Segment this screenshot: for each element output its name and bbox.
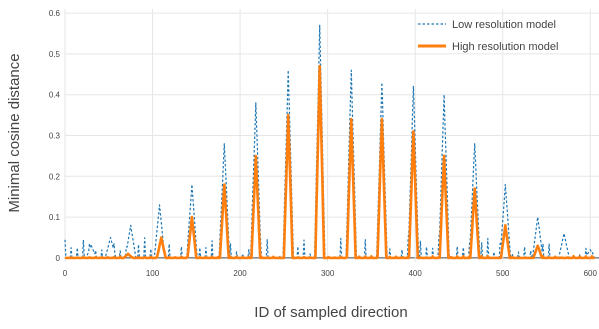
y-tick-label: 0.4 [49, 91, 61, 100]
x-axis-title: ID of sampled direction [254, 304, 407, 321]
series-line-high-resolution [64, 64, 595, 260]
y-axis-title: Minimal cosine distance [6, 53, 23, 212]
legend-label-low-resolution: Low resolution model [452, 19, 556, 31]
legend: Low resolution model High resolution mod… [418, 19, 558, 53]
x-tick-label: 0 [63, 269, 68, 278]
y-tick-label: 0.5 [49, 50, 61, 59]
series-layer [64, 24, 596, 260]
y-axis-ticks: 0 0.1 0.2 0.3 0.4 0.5 0.6 [49, 9, 61, 263]
y-tick-label: 0.1 [49, 213, 61, 222]
x-tick-label: 600 [584, 269, 598, 278]
x-tick-label: 100 [146, 269, 160, 278]
x-tick-label: 300 [321, 269, 335, 278]
series-line-low-resolution [64, 24, 596, 259]
y-tick-label: 0.2 [49, 172, 61, 181]
legend-label-high-resolution: High resolution model [452, 41, 558, 53]
x-axis-ticks: 0 100 200 300 400 500 600 [63, 269, 598, 278]
x-tick-label: 400 [408, 269, 422, 278]
x-tick-label: 500 [496, 269, 510, 278]
y-tick-label: 0.3 [49, 132, 61, 141]
y-tick-label: 0 [56, 254, 61, 263]
y-tick-label: 0.6 [49, 9, 61, 18]
grid-lines [64, 9, 599, 262]
x-tick-label: 200 [233, 269, 247, 278]
